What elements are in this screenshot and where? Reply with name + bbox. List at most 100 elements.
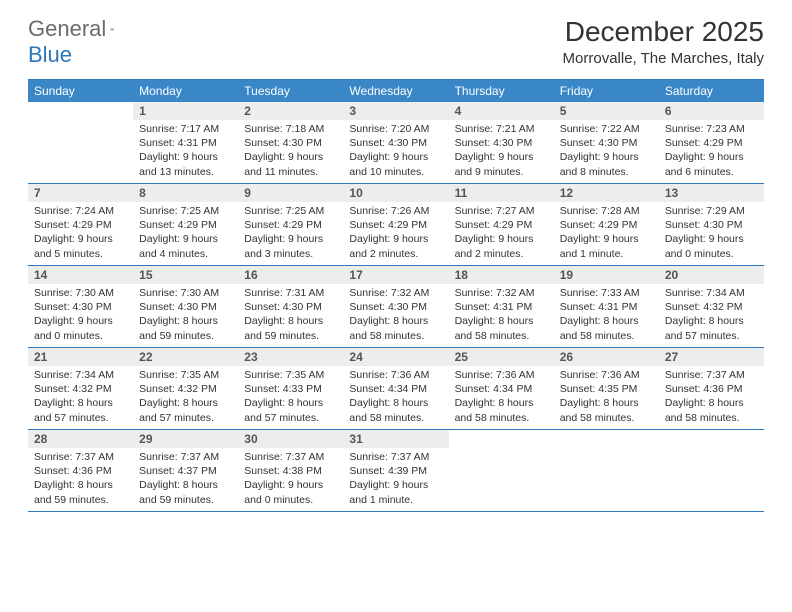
sunrise-line: Sunrise: 7:34 AM: [34, 368, 127, 382]
sunset-line: Sunset: 4:32 PM: [139, 382, 232, 396]
sunrise-line: Sunrise: 7:27 AM: [455, 204, 548, 218]
calendar-cell: 13 Sunrise: 7:29 AMSunset: 4:30 PMDayligh…: [659, 184, 764, 266]
day-number: 20: [659, 266, 764, 284]
calendar-cell: 6Sunrise: 7:23 AMSunset: 4:29 PMDaylight…: [659, 102, 764, 184]
calendar-week: 01Sunrise: 7:17 AMSunset: 4:31 PMDayligh…: [28, 102, 764, 184]
day-info: Sunrise: 7:37 AMSunset: 4:37 PMDaylight:…: [133, 448, 238, 507]
sunset-line: Sunset: 4:31 PM: [139, 136, 232, 150]
calendar-cell: 20Sunrise: 7:34 AMSunset: 4:32 PMDayligh…: [659, 266, 764, 348]
sunset-line: Sunset: 4:34 PM: [455, 382, 548, 396]
calendar-cell: 17Sunrise: 7:32 AMSunset: 4:30 PMDayligh…: [343, 266, 448, 348]
sunset-line: Sunset: 4:31 PM: [455, 300, 548, 314]
sunrise-line: Sunrise: 7:25 AM: [139, 204, 232, 218]
dayname: Sunday: [28, 80, 133, 102]
day-number: 31: [343, 430, 448, 448]
calendar-cell: 29Sunrise: 7:37 AMSunset: 4:37 PMDayligh…: [133, 430, 238, 512]
day-info: Sunrise: 7:37 AMSunset: 4:39 PMDaylight:…: [343, 448, 448, 507]
sunset-line: Sunset: 4:29 PM: [139, 218, 232, 232]
sunset-line: Sunset: 4:30 PM: [139, 300, 232, 314]
sunrise-line: Sunrise: 7:17 AM: [139, 122, 232, 136]
day-info: Sunrise: 7:25 AMSunset: 4:29 PMDaylight:…: [238, 202, 343, 261]
daylight-line: Daylight: 9 hours and 10 minutes.: [349, 150, 442, 178]
day-number: 2: [238, 102, 343, 120]
sunset-line: Sunset: 4:30 PM: [665, 218, 758, 232]
daylight-line: Daylight: 8 hours and 57 minutes.: [244, 396, 337, 424]
day-info: Sunrise: 7:35 AMSunset: 4:32 PMDaylight:…: [133, 366, 238, 425]
sunrise-line: Sunrise: 7:29 AM: [665, 204, 758, 218]
sunrise-line: Sunrise: 7:25 AM: [244, 204, 337, 218]
calendar-cell: 25Sunrise: 7:36 AMSunset: 4:34 PMDayligh…: [449, 348, 554, 430]
title-block: December 2025 Morrovalle, The Marches, I…: [563, 16, 764, 67]
day-number: 1: [133, 102, 238, 120]
calendar-cell: 9Sunrise: 7:25 AMSunset: 4:29 PMDaylight…: [238, 184, 343, 266]
daylight-line: Daylight: 9 hours and 0 minutes.: [244, 478, 337, 506]
calendar-cell: 0: [659, 430, 764, 512]
sunrise-line: Sunrise: 7:22 AM: [560, 122, 653, 136]
daylight-line: Daylight: 9 hours and 2 minutes.: [455, 232, 548, 260]
sunset-line: Sunset: 4:36 PM: [34, 464, 127, 478]
dayname-row: SundayMondayTuesdayWednesdayThursdayFrid…: [28, 79, 764, 102]
day-number: 18: [449, 266, 554, 284]
calendar-cell: 27Sunrise: 7:37 AMSunset: 4:36 PMDayligh…: [659, 348, 764, 430]
calendar-cell: 8Sunrise: 7:25 AMSunset: 4:29 PMDaylight…: [133, 184, 238, 266]
sunset-line: Sunset: 4:35 PM: [560, 382, 653, 396]
day-info: Sunrise: 7:23 AMSunset: 4:29 PMDaylight:…: [659, 120, 764, 179]
sunset-line: Sunset: 4:30 PM: [34, 300, 127, 314]
daylight-line: Daylight: 9 hours and 3 minutes.: [244, 232, 337, 260]
daylight-line: Daylight: 9 hours and 9 minutes.: [455, 150, 548, 178]
daylight-line: Daylight: 8 hours and 58 minutes.: [455, 396, 548, 424]
dayname: Thursday: [449, 80, 554, 102]
dayname: Wednesday: [343, 80, 448, 102]
sunset-line: Sunset: 4:30 PM: [349, 300, 442, 314]
day-number: 28: [28, 430, 133, 448]
day-info: Sunrise: 7:32 AMSunset: 4:30 PMDaylight:…: [343, 284, 448, 343]
sunset-line: Sunset: 4:29 PM: [560, 218, 653, 232]
daylight-line: Daylight: 9 hours and 0 minutes.: [665, 232, 758, 260]
day-info: Sunrise: 7:36 AMSunset: 4:34 PMDaylight:…: [449, 366, 554, 425]
calendar-cell: 21Sunrise: 7:34 AMSunset: 4:32 PMDayligh…: [28, 348, 133, 430]
calendar-cell: 28Sunrise: 7:37 AMSunset: 4:36 PMDayligh…: [28, 430, 133, 512]
daylight-line: Daylight: 9 hours and 2 minutes.: [349, 232, 442, 260]
sunset-line: Sunset: 4:29 PM: [349, 218, 442, 232]
calendar-cell: 15Sunrise: 7:30 AMSunset: 4:30 PMDayligh…: [133, 266, 238, 348]
logo-mark-icon: [110, 20, 114, 38]
dayname: Monday: [133, 80, 238, 102]
day-info: Sunrise: 7:18 AMSunset: 4:30 PMDaylight:…: [238, 120, 343, 179]
daylight-line: Daylight: 8 hours and 58 minutes.: [349, 396, 442, 424]
day-info: Sunrise: 7:33 AMSunset: 4:31 PMDaylight:…: [554, 284, 659, 343]
sunset-line: Sunset: 4:33 PM: [244, 382, 337, 396]
calendar-cell: 26Sunrise: 7:36 AMSunset: 4:35 PMDayligh…: [554, 348, 659, 430]
sunset-line: Sunset: 4:30 PM: [560, 136, 653, 150]
day-number: 29: [133, 430, 238, 448]
sunset-line: Sunset: 4:30 PM: [455, 136, 548, 150]
day-info: Sunrise: 7:17 AMSunset: 4:31 PMDaylight:…: [133, 120, 238, 179]
daylight-line: Daylight: 8 hours and 58 minutes.: [455, 314, 548, 342]
calendar-cell: 30Sunrise: 7:37 AMSunset: 4:38 PMDayligh…: [238, 430, 343, 512]
day-number: 6: [659, 102, 764, 120]
calendar-weeks: 01Sunrise: 7:17 AMSunset: 4:31 PMDayligh…: [28, 102, 764, 512]
daylight-line: Daylight: 8 hours and 58 minutes.: [665, 396, 758, 424]
daylight-line: Daylight: 9 hours and 0 minutes.: [34, 314, 127, 342]
day-info: Sunrise: 7:32 AMSunset: 4:31 PMDaylight:…: [449, 284, 554, 343]
day-number: 11: [449, 184, 554, 202]
calendar-week: 28Sunrise: 7:37 AMSunset: 4:36 PMDayligh…: [28, 430, 764, 512]
sunrise-line: Sunrise: 7:36 AM: [349, 368, 442, 382]
dayname: Saturday: [659, 80, 764, 102]
day-number: 8: [133, 184, 238, 202]
day-number: 4: [449, 102, 554, 120]
calendar-cell: 10Sunrise: 7:26 AMSunset: 4:29 PMDayligh…: [343, 184, 448, 266]
daylight-line: Daylight: 8 hours and 58 minutes.: [560, 396, 653, 424]
day-info: Sunrise: 7:37 AMSunset: 4:38 PMDaylight:…: [238, 448, 343, 507]
daylight-line: Daylight: 9 hours and 13 minutes.: [139, 150, 232, 178]
sunset-line: Sunset: 4:36 PM: [665, 382, 758, 396]
sunrise-line: Sunrise: 7:30 AM: [139, 286, 232, 300]
day-number: 13: [659, 184, 764, 202]
day-number: 12: [554, 184, 659, 202]
daylight-line: Daylight: 9 hours and 8 minutes.: [560, 150, 653, 178]
day-info: Sunrise: 7:25 AMSunset: 4:29 PMDaylight:…: [133, 202, 238, 261]
sunset-line: Sunset: 4:30 PM: [244, 300, 337, 314]
calendar-cell: 19Sunrise: 7:33 AMSunset: 4:31 PMDayligh…: [554, 266, 659, 348]
sunrise-line: Sunrise: 7:33 AM: [560, 286, 653, 300]
sunset-line: Sunset: 4:31 PM: [560, 300, 653, 314]
day-info: Sunrise: 7:37 AMSunset: 4:36 PMDaylight:…: [659, 366, 764, 425]
